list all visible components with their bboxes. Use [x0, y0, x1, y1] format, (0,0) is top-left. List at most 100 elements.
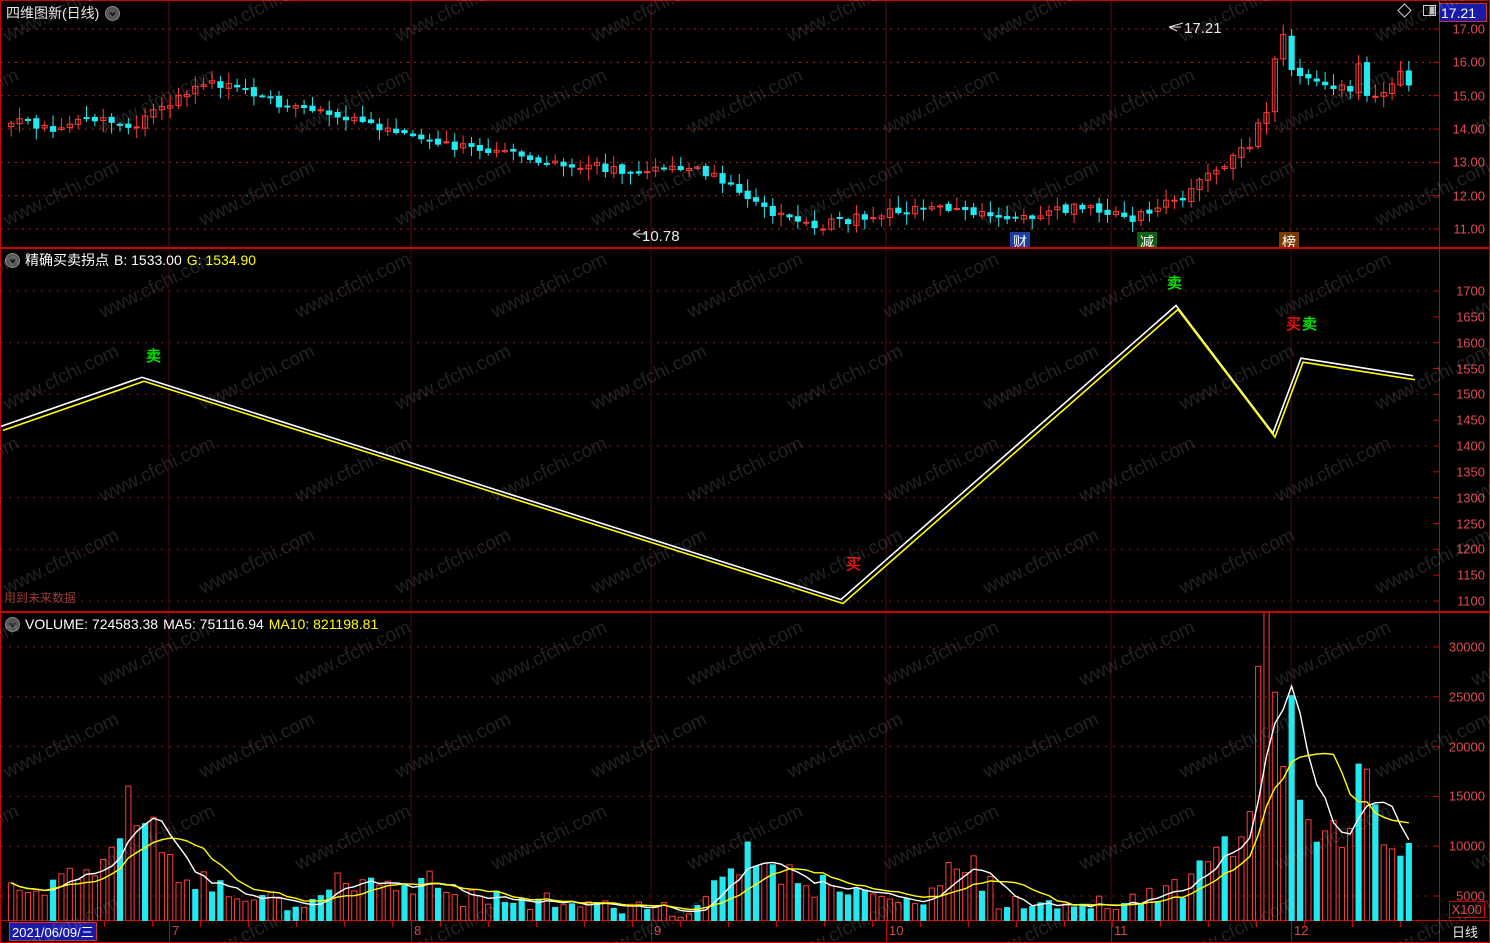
date-axis[interactable]: 2021/06/09/三 日线 7 8 9 10 11 12 [0, 920, 1490, 943]
marker-buy-2: 买 [1286, 316, 1302, 333]
volume-ma10-value: MA10: 821198.81 [268, 616, 379, 632]
current-date-badge[interactable]: 2021/06/09/三 [9, 922, 97, 941]
date-minor-tick [344, 921, 345, 927]
date-minor-tick [296, 921, 297, 927]
volume-y-label: 30000 [1448, 639, 1485, 655]
volume-header: VOLUME: 724583.38 MA5: 751116.94 MA10: 8… [5, 614, 378, 634]
date-minor-tick [200, 921, 201, 927]
high-price-label: 17.21 [1184, 20, 1222, 37]
price-y-label: 14.00 [1452, 121, 1485, 137]
panel-toolbar[interactable] [1397, 3, 1437, 23]
date-month-label: 9 [654, 923, 662, 938]
indicator-y-label: 1350 [1456, 464, 1485, 480]
date-minor-tick [680, 921, 681, 927]
volume-y-label: 25000 [1448, 689, 1485, 705]
volume-y-label: 10000 [1448, 838, 1485, 854]
date-major-tick [1291, 921, 1292, 942]
date-minor-tick [104, 921, 105, 927]
date-minor-tick [1208, 921, 1209, 927]
date-month-label: 10 [889, 923, 904, 938]
date-minor-tick [1352, 921, 1353, 927]
price-y-label: 16.00 [1452, 54, 1485, 70]
indicator-y-label: 1300 [1456, 490, 1485, 506]
window-title-bar[interactable]: 四维图新(日线) [6, 3, 121, 23]
date-minor-tick [920, 921, 921, 927]
marker-sell-3: 卖 [1302, 316, 1318, 333]
indicator-y-label: 1550 [1456, 361, 1485, 376]
date-month-label: 12 [1294, 923, 1309, 938]
date-month-label: 11 [1114, 923, 1128, 938]
date-month-label: 8 [414, 923, 422, 938]
indicator-y-label: 1500 [1456, 386, 1485, 402]
indicator-y-label: 1450 [1456, 412, 1485, 428]
low-price-label: 10.78 [642, 228, 680, 245]
indicator-g-value: G: 1534.90 [186, 252, 257, 268]
date-minor-tick [1256, 921, 1257, 927]
date-minor-tick [1304, 921, 1305, 927]
indicator-header: 精确买卖拐点 B: 1533.00 G: 1534.90 [5, 250, 256, 270]
date-minor-tick [392, 921, 393, 927]
indicator-panel: 精确买卖拐点 B: 1533.00 G: 1534.90 用到未来数据 卖 买 … [0, 248, 1490, 612]
date-major-tick [886, 921, 887, 942]
date-minor-tick [440, 921, 441, 927]
indicator-y-label: 1150 [1457, 567, 1485, 583]
volume-y-label: 5000 [1456, 888, 1485, 904]
date-minor-tick [1064, 921, 1065, 927]
chevron-down-icon[interactable] [105, 5, 121, 21]
volume-y-label: 20000 [1448, 739, 1485, 755]
price-y-label: 15.00 [1452, 88, 1485, 104]
indicator-y-label: 1400 [1456, 438, 1485, 454]
indicator-toggle-icon[interactable] [5, 252, 20, 268]
indicator-y-label: 1250 [1456, 516, 1485, 531]
tag-cai: 财 [1010, 232, 1030, 247]
marker-buy-1: 买 [846, 556, 862, 573]
date-minor-tick [872, 921, 873, 927]
future-data-note: 用到未来数据 [4, 591, 77, 605]
indicator-y-label: 1650 [1456, 309, 1485, 325]
price-y-label: 17.00 [1452, 21, 1485, 37]
square-icon[interactable] [1422, 3, 1437, 23]
marker-sell-2: 卖 [1167, 275, 1183, 292]
date-minor-tick [536, 921, 537, 927]
indicator-b-value: B: 1533.00 [114, 252, 182, 268]
date-axis-separator [1439, 921, 1440, 942]
indicator-y-label: 1700 [1456, 283, 1485, 299]
price-y-label: 11.00 [1453, 221, 1485, 237]
volume-toggle-icon[interactable] [5, 616, 20, 632]
indicator-y-label: 1600 [1456, 335, 1485, 351]
indicator-y-label: 1100 [1457, 593, 1485, 609]
price-y-label: 12.00 [1452, 188, 1485, 204]
price-panel: 四维图新(日线) 17.21 17.21 10.78 财 减 榜 17.00 16… [0, 0, 1490, 248]
date-major-tick [411, 921, 412, 942]
tag-bang: 榜 [1279, 232, 1299, 247]
date-major-tick [651, 921, 652, 942]
last-price-badge[interactable]: 17.21 [1439, 3, 1487, 22]
date-minor-tick [1112, 921, 1113, 927]
volume-y-label: 15000 [1448, 788, 1485, 804]
date-minor-tick [632, 921, 633, 927]
date-minor-tick [584, 921, 585, 927]
date-minor-tick [1160, 921, 1161, 927]
date-minor-tick [488, 921, 489, 927]
tag-jian: 减 [1137, 232, 1157, 247]
date-minor-tick [1400, 921, 1401, 927]
volume-multiplier-label: X100 [1448, 901, 1485, 918]
date-minor-tick [1016, 921, 1017, 927]
period-label[interactable]: 日线 [1451, 925, 1478, 940]
volume-panel: VOLUME: 724583.38 MA5: 751116.94 MA10: 8… [0, 612, 1490, 922]
indicator-name: 精确买卖拐点 [25, 252, 109, 268]
diamond-icon[interactable] [1397, 3, 1412, 23]
page-title: 四维图新(日线) [6, 5, 100, 21]
date-minor-tick [248, 921, 249, 927]
date-minor-tick [824, 921, 825, 927]
date-minor-tick [728, 921, 729, 927]
marker-sell-1: 卖 [146, 348, 162, 365]
date-major-tick [1111, 921, 1112, 942]
date-minor-tick [776, 921, 777, 927]
date-minor-tick [968, 921, 969, 927]
volume-ma5-value: MA5: 751116.94 [163, 616, 264, 632]
volume-value: VOLUME: 724583.38 [25, 616, 159, 632]
date-minor-tick [152, 921, 153, 927]
date-major-tick [169, 921, 170, 942]
